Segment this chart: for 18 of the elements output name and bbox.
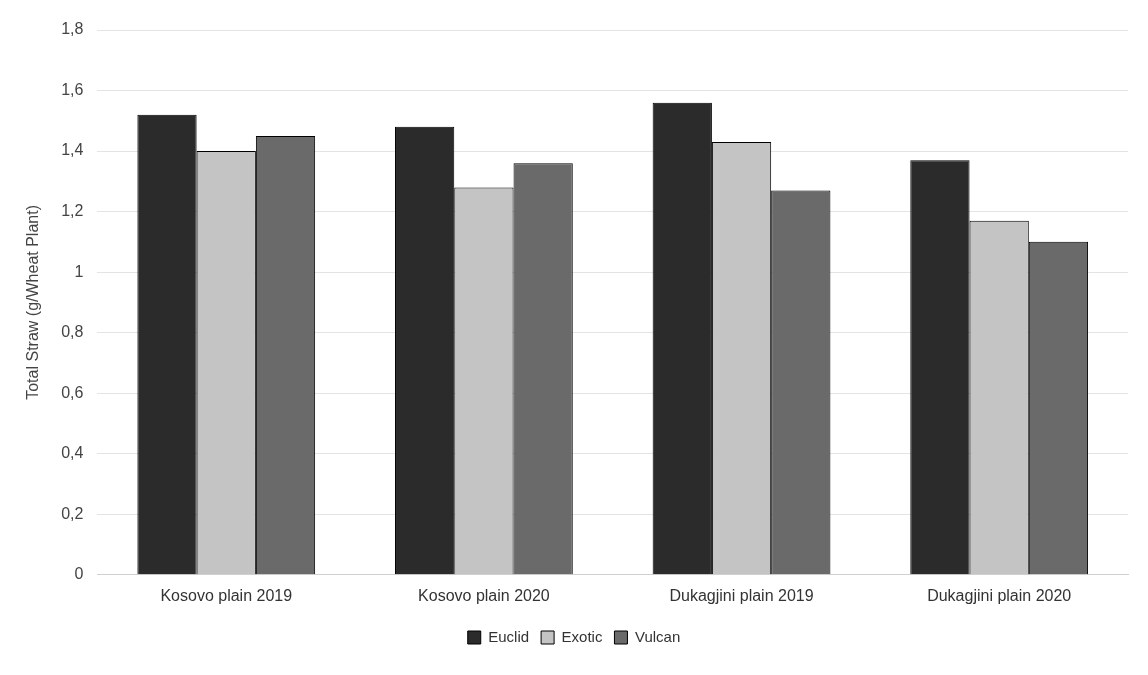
- y-tick-label: 1,4: [61, 141, 84, 159]
- y-tick-label: 1,6: [61, 80, 84, 98]
- y-tick-label: 0,8: [61, 323, 84, 341]
- y-tick-label: 0,2: [61, 504, 84, 522]
- x-tick-label: Dukagjini plain 2020: [927, 586, 1072, 604]
- y-tick-label: 0: [74, 565, 84, 583]
- y-tick-label: 1: [74, 262, 84, 280]
- y-tick-label: 1,2: [61, 202, 84, 220]
- y-tick-label: 1,8: [61, 20, 84, 38]
- legend-label: Exotic: [561, 627, 603, 645]
- y-axis-title: Total Straw (g/Wheat Plant): [24, 205, 42, 400]
- legend-label: Euclid: [488, 627, 530, 645]
- legend-label: Vulcan: [634, 627, 681, 645]
- x-tick-label: Dukagjini plain 2019: [669, 586, 814, 604]
- y-tick-label: 0,4: [61, 444, 84, 462]
- x-tick-label: Kosovo plain 2020: [418, 586, 550, 604]
- x-tick-label: Kosovo plain 2019: [160, 586, 293, 604]
- y-tick-label: 0,6: [61, 383, 84, 401]
